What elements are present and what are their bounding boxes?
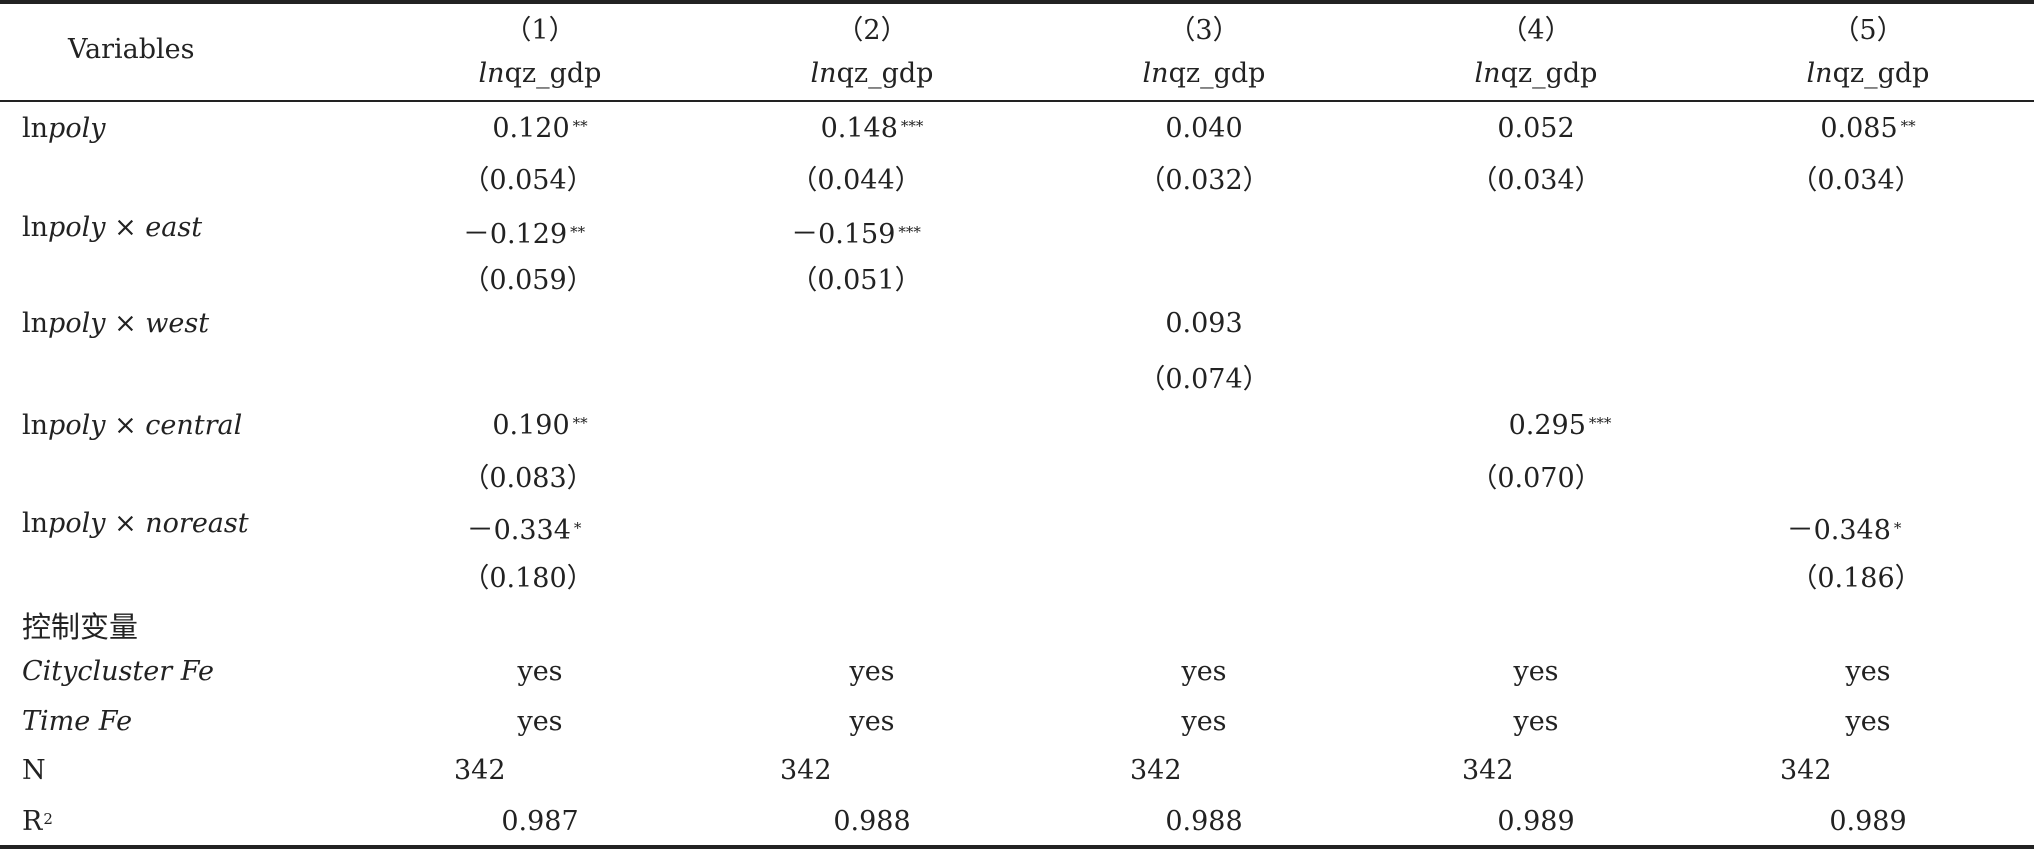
coef-lnpoly-2: 0.148 *** xyxy=(820,113,924,144)
coef-west-3: 0.093 xyxy=(1165,308,1243,339)
se-west-3: （0.074） xyxy=(1138,364,1270,395)
dependent-variable-2: lnqz_gdp xyxy=(810,58,934,89)
se-central-1: （0.083） xyxy=(462,463,594,494)
row-label-controls: 控制变量 xyxy=(22,610,139,644)
row-label-lnpoly-central: lnpoly × central xyxy=(22,410,243,441)
citycluster-fe-3: yes xyxy=(1181,656,1227,687)
se-east-2: （0.051） xyxy=(790,265,922,296)
coef-east-1: －0.129 ** xyxy=(462,219,586,250)
r2-4: 0.989 xyxy=(1497,806,1575,837)
r2-2: 0.988 xyxy=(833,806,911,837)
row-label-r2: R2 xyxy=(22,806,53,837)
r2-5: 0.989 xyxy=(1829,806,1907,837)
coef-central-4: 0.295 *** xyxy=(1508,410,1612,441)
column-number-4: （4） xyxy=(1500,15,1572,46)
se-lnpoly-5: （0.034） xyxy=(1790,165,1922,196)
se-east-1: （0.059） xyxy=(462,265,594,296)
column-number-2: （2） xyxy=(836,15,908,46)
se-lnpoly-3: （0.032） xyxy=(1138,165,1270,196)
row-label-time-fe: Time Fe xyxy=(22,706,133,737)
r2-1: 0.987 xyxy=(501,806,579,837)
row-label-n: N xyxy=(22,755,46,786)
coef-lnpoly-5: 0.085 ** xyxy=(1820,113,1916,144)
row-label-lnpoly: lnpoly xyxy=(22,113,106,144)
dependent-variable-4: lnqz_gdp xyxy=(1474,58,1598,89)
citycluster-fe-1: yes xyxy=(517,656,563,687)
variables-header: Variables xyxy=(68,34,195,65)
n-3: 342 xyxy=(1130,755,1182,786)
r2-3: 0.988 xyxy=(1165,806,1243,837)
coef-noreast-5: －0.348 * xyxy=(1786,515,1902,546)
row-label-lnpoly-noreast: lnpoly × noreast xyxy=(22,508,249,539)
time-fe-5: yes xyxy=(1845,706,1891,737)
column-number-5: （5） xyxy=(1832,15,1904,46)
time-fe-2: yes xyxy=(849,706,895,737)
column-number-3: （3） xyxy=(1168,15,1240,46)
se-lnpoly-2: （0.044） xyxy=(790,165,922,196)
citycluster-fe-2: yes xyxy=(849,656,895,687)
row-label-lnpoly-east: lnpoly × east xyxy=(22,212,203,243)
table-header-rule xyxy=(0,100,2034,102)
coef-lnpoly-1: 0.120 ** xyxy=(492,113,588,144)
citycluster-fe-4: yes xyxy=(1513,656,1559,687)
table-bottom-rule xyxy=(0,845,2034,849)
n-2: 342 xyxy=(780,755,832,786)
time-fe-4: yes xyxy=(1513,706,1559,737)
se-central-4: （0.070） xyxy=(1470,463,1602,494)
n-5: 342 xyxy=(1780,755,1832,786)
n-4: 342 xyxy=(1462,755,1514,786)
coef-east-2: －0.159 *** xyxy=(791,219,921,250)
se-lnpoly-1: （0.054） xyxy=(462,165,594,196)
coef-central-1: 0.190 ** xyxy=(492,410,588,441)
coef-noreast-1: －0.334 * xyxy=(466,515,582,546)
se-lnpoly-4: （0.034） xyxy=(1470,165,1602,196)
table-top-rule xyxy=(0,0,2034,4)
n-1: 342 xyxy=(454,755,506,786)
coef-lnpoly-3: 0.040 xyxy=(1165,113,1243,144)
coef-lnpoly-4: 0.052 xyxy=(1497,113,1575,144)
se-noreast-1: （0.180） xyxy=(462,563,594,594)
time-fe-1: yes xyxy=(517,706,563,737)
row-label-citycluster-fe: Citycluster Fe xyxy=(22,656,214,687)
time-fe-3: yes xyxy=(1181,706,1227,737)
column-number-1: （1） xyxy=(504,15,576,46)
citycluster-fe-5: yes xyxy=(1845,656,1891,687)
dependent-variable-3: lnqz_gdp xyxy=(1142,58,1266,89)
row-label-lnpoly-west: lnpoly × west xyxy=(22,308,210,339)
se-noreast-5: （0.186） xyxy=(1790,563,1922,594)
dependent-variable-1: lnqz_gdp xyxy=(478,58,602,89)
dependent-variable-5: lnqz_gdp xyxy=(1806,58,1930,89)
